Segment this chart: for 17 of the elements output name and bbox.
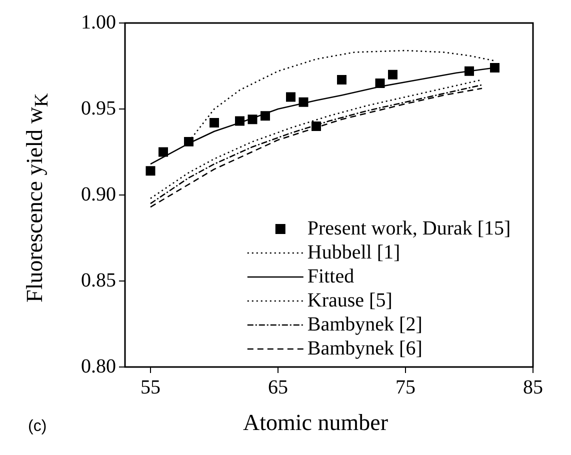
x-axis-title: Atomic number	[242, 410, 389, 436]
y-tick-label: 0.85	[81, 269, 116, 292]
x-tick-label: 65	[268, 376, 288, 398]
legend-label: Hubbell [1]	[307, 241, 400, 264]
x-tick-label: 55	[140, 376, 160, 398]
legend-label: Bambynek [2]	[307, 313, 422, 336]
y-tick-label: 0.95	[81, 97, 116, 120]
y-tick-label: 0.80	[81, 355, 116, 378]
legend-label: Bambynek [6]	[307, 337, 422, 360]
legend-label: Present work, Durak [15]	[307, 217, 511, 240]
legend-label: Krause [5]	[307, 289, 392, 312]
x-tick-label: 75	[396, 376, 416, 398]
y-tick-label: 0.90	[81, 183, 116, 206]
x-tick-label: 85	[523, 376, 543, 398]
text: (c)	[28, 418, 47, 436]
legend-label: Fitted	[307, 265, 354, 288]
y-tick-label: 1.00	[81, 11, 116, 34]
